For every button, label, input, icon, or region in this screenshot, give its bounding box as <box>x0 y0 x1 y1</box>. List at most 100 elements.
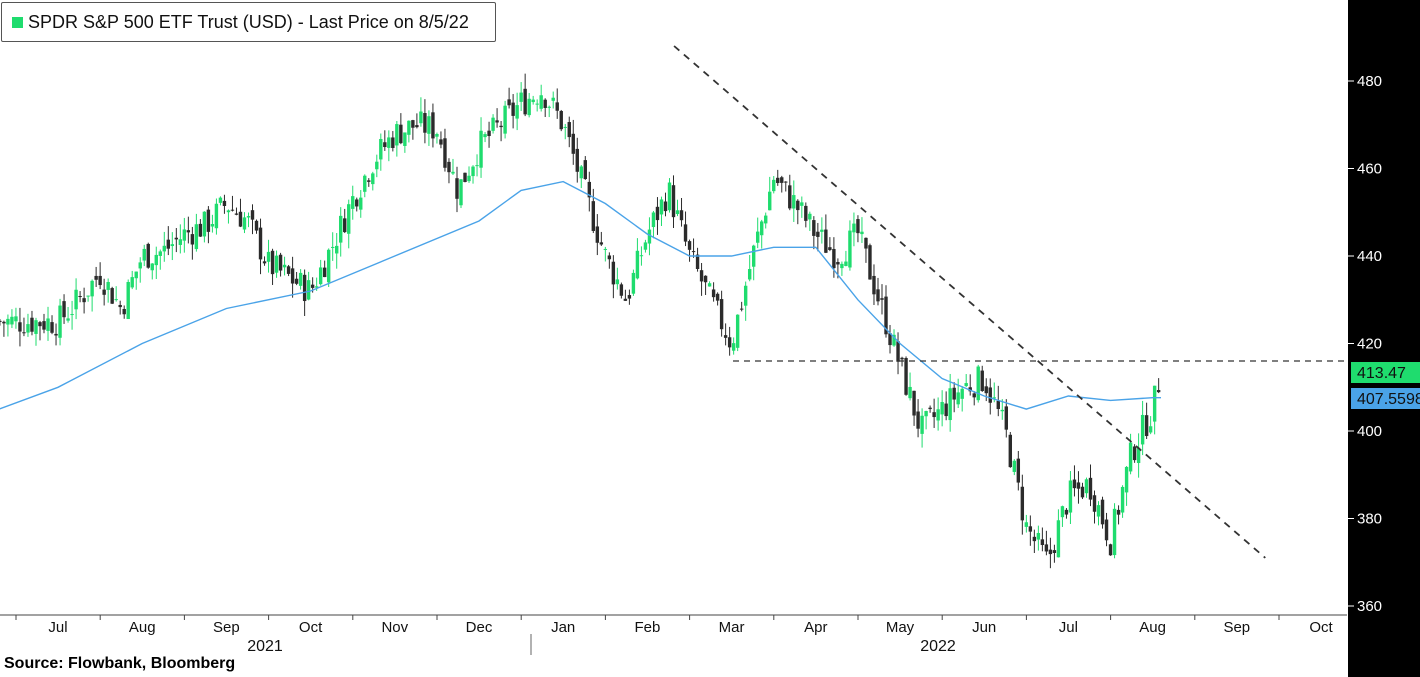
last-price-label: 413.47 <box>1357 365 1406 382</box>
candle-body <box>828 247 832 250</box>
candle <box>1104 512 1109 547</box>
y-axis-ticks: 360 380 400 420 440 460 480 <box>1348 73 1382 615</box>
candle-body <box>351 196 355 209</box>
candle-body <box>1036 532 1041 540</box>
candle <box>351 185 355 220</box>
candle-body <box>719 299 724 330</box>
candle <box>475 154 479 177</box>
candle-body <box>274 255 279 273</box>
candle-body <box>699 270 704 282</box>
candle <box>467 166 471 183</box>
candle <box>198 219 203 237</box>
candle <box>94 266 98 287</box>
candle <box>222 194 227 214</box>
candle <box>435 132 439 144</box>
candle <box>1156 378 1161 394</box>
candle-body <box>539 95 543 109</box>
candle <box>459 179 463 209</box>
candle-body <box>920 415 924 434</box>
candle <box>679 198 684 227</box>
x-tick-label: Sep <box>1223 619 1250 636</box>
candle <box>30 310 34 336</box>
y-tick-label: 440 <box>1357 248 1382 265</box>
candle-body <box>812 220 816 236</box>
candle <box>988 378 992 415</box>
candle <box>595 214 600 256</box>
x-axis-ticks: Jul Aug Sep Oct Nov Dec Jan Feb Mar Apr May Jun Jul A… <box>15 615 1333 636</box>
candle-body <box>471 166 475 177</box>
candle-body <box>174 237 179 240</box>
candle-body <box>667 182 672 211</box>
candle-body <box>679 210 684 221</box>
candle <box>34 317 38 346</box>
candle <box>623 289 628 301</box>
candle <box>335 233 339 269</box>
candle-body <box>735 314 740 348</box>
candle <box>447 158 451 184</box>
candle <box>932 398 936 428</box>
candle <box>968 374 972 396</box>
candle-body <box>66 318 70 321</box>
candle-body <box>816 231 820 237</box>
candle-body <box>106 281 110 290</box>
candle <box>848 220 852 271</box>
candle-body <box>250 210 255 220</box>
candle <box>647 217 652 256</box>
candle-body <box>451 171 455 174</box>
candle <box>379 133 383 171</box>
candle-body <box>691 251 696 253</box>
candle-body <box>651 212 656 228</box>
candle <box>330 232 335 261</box>
candle-body <box>138 262 142 269</box>
candle <box>635 238 640 280</box>
candle <box>695 247 700 272</box>
candle-body <box>707 283 712 287</box>
candle-body <box>603 248 608 250</box>
candle-body <box>26 324 30 333</box>
candle <box>86 295 90 302</box>
candle <box>443 128 447 172</box>
candle-body <box>86 295 90 297</box>
candle <box>519 82 523 111</box>
candle-body <box>948 388 952 421</box>
candle <box>471 165 475 184</box>
candle-body <box>335 245 339 254</box>
candle <box>936 397 940 431</box>
candle-body <box>864 237 868 249</box>
candle-body <box>0 320 2 322</box>
candle-body <box>218 197 223 203</box>
candle-body <box>527 98 531 116</box>
candle <box>816 222 820 252</box>
candle <box>483 132 487 143</box>
candle <box>768 176 772 211</box>
candle <box>150 263 154 280</box>
candle-body <box>399 124 403 144</box>
candle <box>270 248 275 285</box>
candle <box>1004 399 1008 438</box>
candle-body <box>675 210 680 215</box>
y-tick-label: 420 <box>1357 336 1382 353</box>
candle <box>1032 529 1037 553</box>
candle-body <box>1100 499 1105 525</box>
candle <box>106 278 110 303</box>
candle-body <box>1104 519 1109 541</box>
candle <box>258 218 263 275</box>
x-tick-label: Apr <box>804 619 827 636</box>
candle-body <box>230 209 235 211</box>
candle-body <box>383 142 387 148</box>
candle-body <box>832 248 836 269</box>
candle-body <box>872 275 876 295</box>
candle <box>138 257 142 283</box>
candle <box>659 196 664 227</box>
candle <box>603 246 608 262</box>
candle <box>363 174 367 198</box>
candle-body <box>270 250 275 275</box>
candle <box>735 314 740 352</box>
candle <box>415 113 419 129</box>
candle-body <box>50 322 54 333</box>
candle-body <box>627 295 632 299</box>
candle-body <box>130 277 134 288</box>
candle-body <box>2 321 6 324</box>
candle-body <box>62 301 66 318</box>
candle-body <box>960 388 964 399</box>
